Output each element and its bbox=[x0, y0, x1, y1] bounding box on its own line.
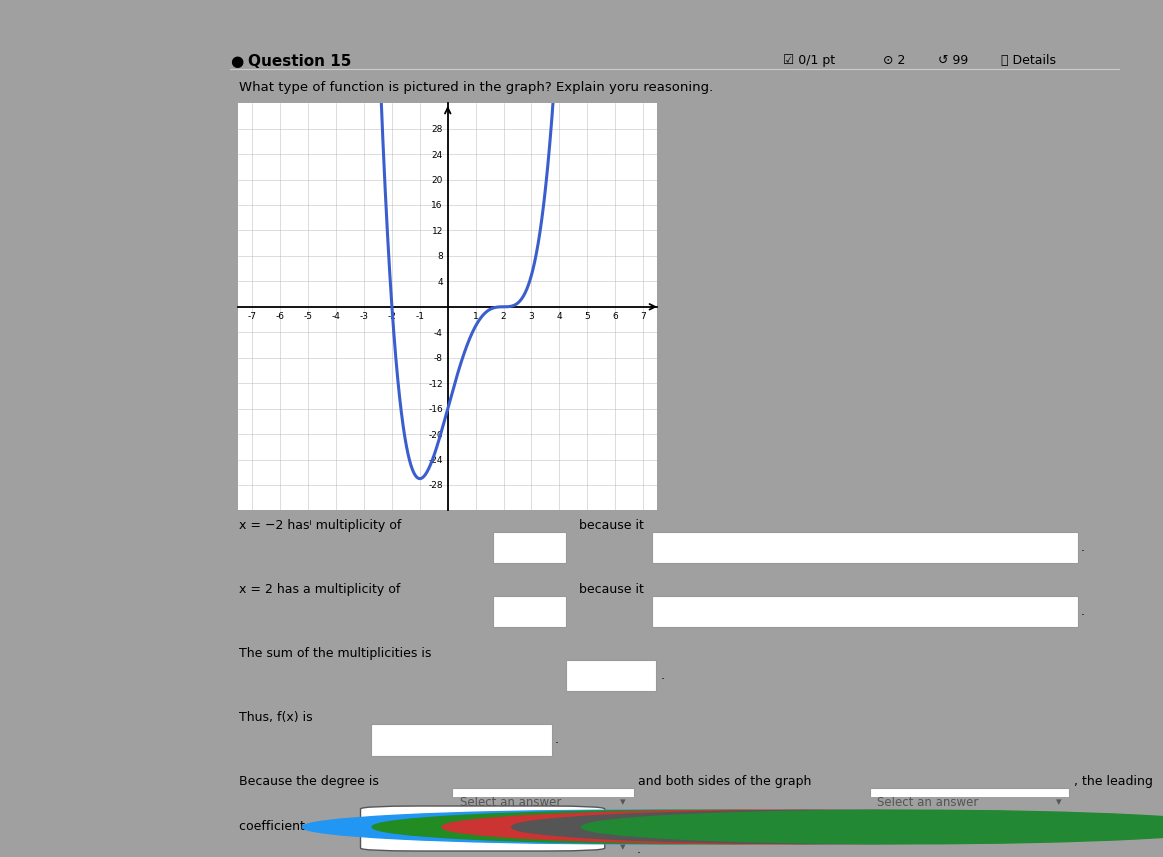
FancyBboxPatch shape bbox=[493, 596, 565, 627]
Text: .: . bbox=[1080, 541, 1085, 554]
FancyBboxPatch shape bbox=[361, 806, 605, 851]
FancyBboxPatch shape bbox=[452, 833, 634, 857]
Text: , the leading: , the leading bbox=[1073, 775, 1153, 788]
Text: .: . bbox=[661, 669, 665, 682]
Text: Select an answer: Select an answer bbox=[459, 795, 561, 809]
Text: Because the degree is: Because the degree is bbox=[240, 775, 379, 788]
Text: ▾: ▾ bbox=[1064, 605, 1070, 615]
Text: Select an answer: Select an answer bbox=[659, 539, 761, 552]
Text: ▾: ▾ bbox=[620, 842, 626, 853]
Text: ☑ 0/1 pt: ☑ 0/1 pt bbox=[784, 54, 835, 67]
Text: Thus, f(x) is: Thus, f(x) is bbox=[240, 710, 313, 724]
Text: >: > bbox=[541, 820, 552, 834]
Text: ▾: ▾ bbox=[538, 733, 544, 743]
Text: Desk 1: Desk 1 bbox=[435, 820, 484, 834]
Text: coefficient must be: coefficient must be bbox=[240, 820, 361, 833]
Text: ⓘ Details: ⓘ Details bbox=[1001, 54, 1056, 67]
Text: ▾: ▾ bbox=[1064, 541, 1070, 551]
Text: ▾: ▾ bbox=[1056, 797, 1061, 807]
FancyBboxPatch shape bbox=[565, 660, 656, 692]
Circle shape bbox=[582, 810, 1163, 844]
Text: What type of function is pictured in the graph? Explain yoru reasoning.: What type of function is pictured in the… bbox=[240, 81, 713, 93]
FancyBboxPatch shape bbox=[452, 788, 634, 819]
Text: Select an answer: Select an answer bbox=[378, 732, 479, 745]
Text: ⊙ 2: ⊙ 2 bbox=[883, 54, 906, 67]
Text: x = 2 has a multiplicity of: x = 2 has a multiplicity of bbox=[240, 583, 400, 596]
FancyBboxPatch shape bbox=[493, 531, 565, 563]
Text: ●: ● bbox=[230, 54, 243, 69]
FancyBboxPatch shape bbox=[371, 724, 552, 756]
Circle shape bbox=[372, 810, 1023, 844]
FancyBboxPatch shape bbox=[870, 788, 1069, 819]
Text: Select an answer: Select an answer bbox=[659, 603, 761, 616]
Circle shape bbox=[512, 810, 1163, 844]
Text: x = −2 hasⁱ multiplicity of: x = −2 hasⁱ multiplicity of bbox=[240, 518, 401, 531]
FancyBboxPatch shape bbox=[651, 531, 1078, 563]
Text: .: . bbox=[1080, 605, 1085, 618]
Text: Select an answer: Select an answer bbox=[877, 795, 978, 809]
Circle shape bbox=[442, 810, 1093, 844]
Text: The sum of the multiplicities is: The sum of the multiplicities is bbox=[240, 647, 431, 660]
Text: because it: because it bbox=[579, 583, 644, 596]
Text: ↺ 99: ↺ 99 bbox=[937, 54, 968, 67]
Circle shape bbox=[302, 810, 954, 844]
Text: because it: because it bbox=[579, 518, 644, 531]
Text: .: . bbox=[636, 842, 641, 855]
Text: ▾: ▾ bbox=[620, 797, 626, 807]
Text: Question 15: Question 15 bbox=[248, 54, 351, 69]
Text: .: . bbox=[555, 734, 558, 746]
FancyBboxPatch shape bbox=[651, 596, 1078, 627]
Text: Select an answer: Select an answer bbox=[459, 841, 561, 854]
Text: and both sides of the graph: and both sides of the graph bbox=[638, 775, 812, 788]
